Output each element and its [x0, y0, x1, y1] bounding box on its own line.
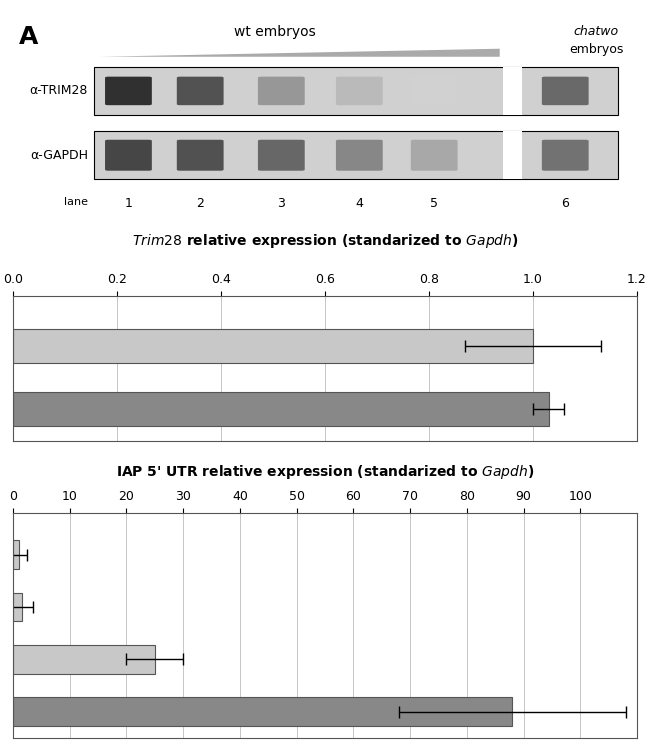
- FancyBboxPatch shape: [336, 140, 383, 171]
- FancyBboxPatch shape: [411, 77, 458, 105]
- FancyBboxPatch shape: [105, 77, 152, 105]
- Text: A: A: [20, 25, 38, 49]
- Text: 4: 4: [356, 197, 363, 210]
- Text: wt embryos: wt embryos: [234, 25, 316, 38]
- FancyBboxPatch shape: [177, 77, 224, 105]
- Bar: [94, 67, 618, 115]
- FancyBboxPatch shape: [411, 140, 458, 171]
- Text: 5: 5: [430, 197, 438, 210]
- FancyBboxPatch shape: [105, 140, 152, 171]
- Text: 3: 3: [278, 197, 285, 210]
- Text: α-GAPDH: α-GAPDH: [30, 149, 88, 162]
- Bar: [94, 131, 618, 179]
- Text: 2: 2: [196, 197, 204, 210]
- FancyBboxPatch shape: [542, 77, 589, 105]
- Text: α-TRIM28: α-TRIM28: [29, 84, 88, 97]
- Bar: [13, 329, 533, 364]
- Text: 6: 6: [562, 197, 569, 210]
- Bar: [13, 593, 21, 621]
- Bar: [13, 697, 512, 726]
- Text: $\it{Trim28}$ relative expression (standarized to $\it{Gapdh}$): $\it{Trim28}$ relative expression (stand…: [132, 232, 518, 249]
- Text: chatwo: chatwo: [574, 25, 619, 38]
- Bar: [13, 645, 155, 674]
- FancyBboxPatch shape: [258, 140, 305, 171]
- Bar: [13, 541, 19, 569]
- Bar: [13, 392, 549, 426]
- Text: lane: lane: [64, 197, 88, 207]
- Text: embryos: embryos: [569, 43, 623, 56]
- Polygon shape: [100, 49, 500, 56]
- FancyBboxPatch shape: [336, 77, 383, 105]
- FancyBboxPatch shape: [542, 140, 589, 171]
- FancyBboxPatch shape: [258, 77, 305, 105]
- Bar: [503, 131, 521, 179]
- Bar: [503, 67, 521, 115]
- FancyBboxPatch shape: [177, 140, 224, 171]
- Text: 1: 1: [125, 197, 133, 210]
- Text: IAP 5' UTR relative expression (standarized to $\it{Gapdh}$): IAP 5' UTR relative expression (standari…: [116, 463, 534, 481]
